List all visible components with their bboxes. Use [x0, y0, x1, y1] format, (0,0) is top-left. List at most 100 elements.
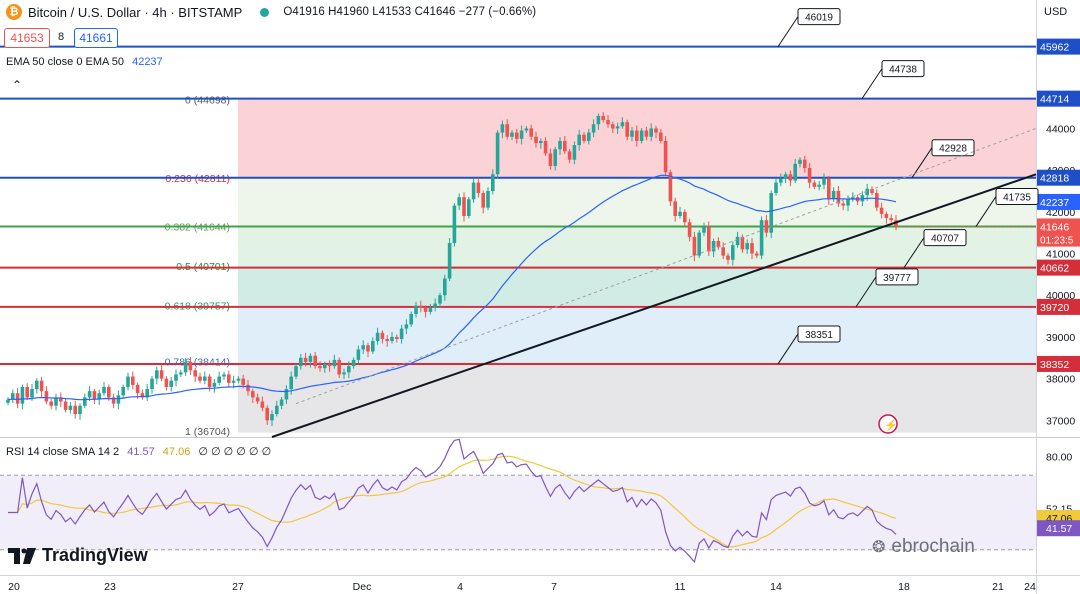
- candle-body: [73, 405, 77, 415]
- candle-body: [251, 391, 255, 398]
- callout-box: [931, 139, 975, 157]
- candle-body: [68, 405, 73, 410]
- y-tick-label: 38000: [1046, 374, 1075, 386]
- candle-body: [673, 201, 677, 216]
- buy-button[interactable]: 41661: [74, 28, 118, 48]
- alert-icon: [878, 414, 898, 434]
- candle-body: [419, 305, 423, 308]
- sell-button[interactable]: 41653: [4, 28, 50, 48]
- candle-body: [625, 122, 629, 137]
- candle-body: [606, 120, 610, 125]
- price-level-tag-text: 39720: [1040, 302, 1069, 314]
- candle-body: [20, 386, 25, 404]
- x-tick-label: 23: [104, 581, 116, 593]
- candle-body: [740, 236, 745, 250]
- candle-body: [183, 361, 188, 373]
- candle-body: [150, 378, 154, 390]
- candle-body: [884, 213, 889, 219]
- fib-level-label: 0.382 (41644): [165, 222, 230, 234]
- callout-leader: [911, 147, 933, 178]
- candle-body: [601, 115, 605, 121]
- fib-level-label: 0 (44698): [185, 94, 230, 106]
- rsi-legend[interactable]: RSI 14 close SMA 14 2 41.57 47.06 ∅ ∅ ∅ …: [6, 445, 271, 458]
- market-open-icon: [260, 7, 270, 17]
- candle-body: [193, 370, 197, 377]
- candle-body: [524, 128, 529, 131]
- candle-body: [87, 391, 92, 398]
- candle-body: [395, 336, 399, 340]
- candle-body: [356, 349, 361, 360]
- candle-body: [332, 359, 337, 367]
- candle-body: [529, 128, 533, 137]
- candle-body: [140, 393, 145, 398]
- candle-body: [260, 401, 265, 408]
- callout-label: 44738: [889, 65, 917, 76]
- price-level-tag: [1037, 298, 1080, 315]
- callout-leader: [903, 237, 925, 268]
- candle-body: [97, 393, 101, 400]
- candle-body: [347, 366, 351, 373]
- y-tick-label: 39000: [1046, 332, 1075, 344]
- candle-body: [443, 278, 447, 296]
- candle-body: [303, 357, 308, 362]
- candle-body: [500, 124, 505, 133]
- rsi-value-tag: [1037, 520, 1080, 537]
- rsi-tick-label: 41.57: [1046, 523, 1072, 535]
- x-tick-label: 18: [898, 581, 910, 593]
- price-tag: [1037, 193, 1080, 210]
- price-tag-text: 41646: [1040, 222, 1069, 234]
- callout-label: 41735: [1003, 192, 1031, 203]
- spread-value: 8: [58, 31, 65, 43]
- candle-body: [222, 374, 226, 377]
- candle-body: [798, 159, 802, 164]
- candle-body: [399, 328, 404, 340]
- ohlc-readout: O41916 H41960 L41533 C41646 −277 (−0.66%…: [283, 6, 537, 18]
- x-tick-label: 24: [1024, 581, 1036, 593]
- candle-body: [323, 364, 327, 369]
- callout-label: 39777: [883, 273, 911, 284]
- collapse-chevron-icon[interactable]: ⌃: [12, 78, 23, 92]
- callout-box: [797, 325, 841, 343]
- x-tick-label: 21: [992, 581, 1004, 593]
- candle-body: [783, 174, 788, 179]
- rsi-sma-line: [8, 455, 897, 548]
- candle-body: [452, 205, 457, 244]
- candle-body: [534, 136, 538, 144]
- candle-body: [126, 376, 130, 387]
- candle-body: [755, 253, 759, 256]
- candle-body: [779, 178, 783, 183]
- candle-body: [371, 341, 375, 352]
- candle-body: [433, 303, 437, 308]
- candle-body: [457, 197, 461, 206]
- callout-label: 46019: [805, 13, 833, 24]
- candle-body: [644, 130, 649, 137]
- x-tick-label: 11: [675, 581, 686, 593]
- candle-body: [375, 332, 380, 342]
- candle-body: [198, 376, 202, 381]
- x-tick-label: 27: [232, 581, 244, 593]
- candle-body: [54, 397, 58, 406]
- candle-body: [279, 399, 284, 406]
- logo-text: TradingView: [42, 545, 148, 565]
- candle-body: [827, 178, 831, 200]
- rsi-flags: ∅ ∅ ∅ ∅ ∅ ∅: [198, 446, 272, 458]
- candle-body: [788, 174, 793, 181]
- candle-body: [179, 372, 183, 375]
- candle-body: [841, 203, 845, 206]
- candle-body: [409, 313, 413, 325]
- symbol-title[interactable]: Bitcoin / U.S. Dollar · 4h · BITSTAMP: [28, 4, 243, 20]
- candle-body: [615, 126, 620, 129]
- candle-body: [721, 247, 725, 256]
- fib-zone: [238, 305, 1036, 362]
- candle-body: [231, 380, 236, 383]
- candle-body: [212, 382, 217, 387]
- candle-body: [289, 376, 293, 390]
- candle-body: [587, 132, 591, 141]
- ema-legend[interactable]: EMA 50 close 0 EMA 50 42237: [6, 56, 163, 68]
- fib-level-label: 1 (36704): [185, 426, 230, 438]
- x-tick-label: 14: [770, 581, 782, 593]
- callout-leader: [975, 196, 997, 227]
- candle-body: [515, 132, 519, 139]
- rsi-sma-value: 47.06: [162, 446, 191, 458]
